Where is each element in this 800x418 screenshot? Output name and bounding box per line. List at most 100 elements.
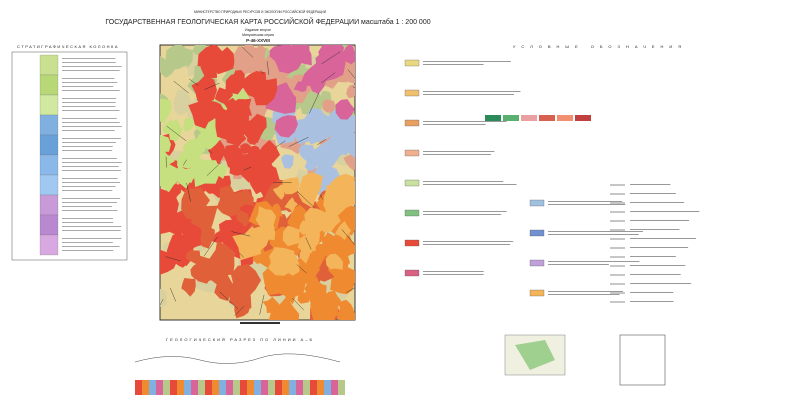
legend-text xyxy=(423,154,491,155)
geologic-map xyxy=(159,44,356,321)
column-frame xyxy=(11,51,128,261)
fault xyxy=(231,231,251,237)
rock-unit xyxy=(330,267,355,295)
rock-unit xyxy=(262,296,280,314)
rock-unit xyxy=(243,226,270,252)
section-unit xyxy=(219,380,226,395)
legend-text xyxy=(423,121,507,122)
map-units xyxy=(160,45,355,320)
fault xyxy=(320,194,323,200)
fault xyxy=(297,191,315,208)
rock-unit xyxy=(212,230,224,245)
legend-text xyxy=(630,229,680,230)
rock-unit xyxy=(232,70,245,88)
legend-text xyxy=(630,202,685,203)
column-title: СТРАТИГРАФИЧЕСКАЯ КОЛОНКА xyxy=(17,44,119,49)
rock-unit xyxy=(304,157,317,171)
column-text xyxy=(62,202,118,203)
legend-swatch xyxy=(404,239,420,247)
rock-unit xyxy=(234,295,251,319)
legend-text xyxy=(548,291,624,292)
column-band xyxy=(39,214,59,236)
rock-unit xyxy=(240,143,252,155)
column-text xyxy=(62,122,120,123)
legend-swatch xyxy=(529,199,545,207)
section-unit xyxy=(247,380,254,395)
column-band xyxy=(39,114,59,136)
legend-text xyxy=(548,231,643,232)
column-text xyxy=(62,62,116,63)
column-text xyxy=(62,146,113,147)
column-band xyxy=(39,74,59,96)
section-unit xyxy=(240,380,247,395)
column-band xyxy=(39,134,59,156)
legend-swatch xyxy=(539,115,555,121)
legend-text xyxy=(423,91,521,92)
legend-text xyxy=(423,181,504,182)
rock-unit xyxy=(323,183,352,216)
section-unit xyxy=(324,380,331,395)
section-unit xyxy=(135,380,142,395)
legend-text xyxy=(423,244,511,245)
fault xyxy=(239,252,244,258)
column-text xyxy=(62,78,115,79)
rock-unit xyxy=(190,156,221,188)
legend-text xyxy=(423,124,486,125)
rock-unit xyxy=(298,144,315,162)
legend-text xyxy=(630,265,686,266)
section-title: ГЕОЛОГИЧЕСКИЙ РАЗРЕЗ ПО ЛИНИИ А–Б xyxy=(166,337,314,342)
topographic-profile xyxy=(134,353,341,364)
legend-text xyxy=(630,301,674,302)
rock-unit xyxy=(219,118,248,145)
rock-unit xyxy=(160,134,171,152)
column-text xyxy=(62,210,118,211)
fault xyxy=(173,80,189,94)
legend-text xyxy=(630,211,700,212)
edition: Издание второе xyxy=(245,28,271,32)
rock-unit xyxy=(274,115,298,138)
fault xyxy=(207,149,213,154)
legend-text xyxy=(630,283,692,284)
rock-unit xyxy=(308,276,323,291)
rock-unit xyxy=(310,77,321,93)
section-unit xyxy=(261,380,268,395)
rock-unit xyxy=(297,260,320,285)
rock-unit xyxy=(209,250,235,278)
fault xyxy=(341,229,355,246)
rock-unit xyxy=(174,253,189,268)
column-text xyxy=(62,98,117,99)
fault xyxy=(275,140,286,148)
legend-swatch xyxy=(503,115,519,121)
rock-unit xyxy=(190,263,204,281)
rock-unit xyxy=(335,309,355,320)
fault xyxy=(241,46,254,58)
fault xyxy=(352,86,355,89)
legend-text xyxy=(630,220,689,221)
fault xyxy=(206,161,222,176)
column-text xyxy=(62,82,118,83)
fault xyxy=(288,136,309,147)
section-unit xyxy=(198,380,205,395)
column-text xyxy=(62,238,122,239)
rock-unit xyxy=(235,98,248,112)
rock-unit xyxy=(261,159,277,179)
rock-unit xyxy=(236,209,250,227)
fault xyxy=(234,306,245,316)
legend-swatch xyxy=(404,269,420,277)
fault xyxy=(203,236,218,257)
section-unit xyxy=(142,380,149,395)
fault xyxy=(243,166,252,171)
section-unit xyxy=(282,380,289,395)
section-unit xyxy=(303,380,310,395)
column-text xyxy=(62,242,113,243)
column-text xyxy=(62,126,122,127)
rock-unit xyxy=(325,253,344,270)
rock-unit xyxy=(230,264,261,298)
legend-text xyxy=(548,294,620,295)
legend-swatch xyxy=(529,259,545,267)
rock-unit xyxy=(281,154,294,169)
rock-unit xyxy=(322,99,336,112)
column-text xyxy=(62,66,122,67)
